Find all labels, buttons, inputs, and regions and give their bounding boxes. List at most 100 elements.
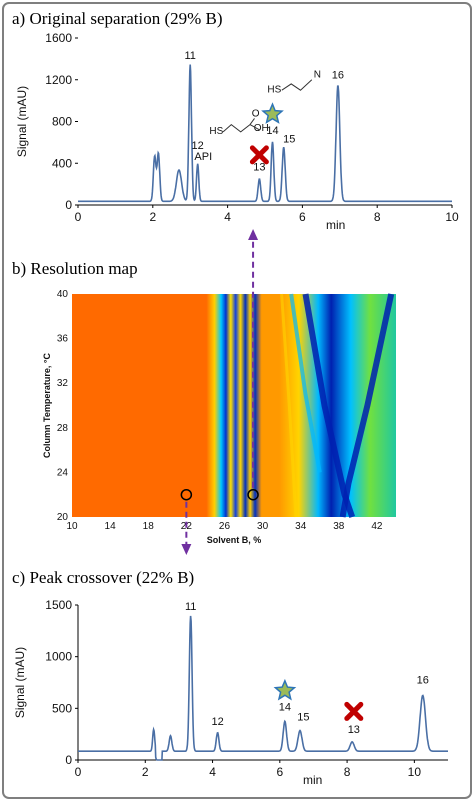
- panel-a-y-ticks: 0 400 800 1200 1600: [45, 31, 78, 212]
- y-tick-label: 24: [57, 467, 69, 478]
- peak-label: 12: [211, 716, 223, 728]
- resolution-band: [289, 293, 322, 473]
- peak-label: 11: [184, 50, 195, 62]
- resolution-band: [339, 293, 395, 518]
- structure-bond-chain: [281, 79, 313, 91]
- x-tick-label: 30: [257, 521, 269, 532]
- panel-b-points: [180, 488, 259, 501]
- peak-label: 13: [348, 724, 360, 736]
- y-tick-label: 32: [57, 378, 69, 389]
- panel-b-bands: [280, 293, 395, 518]
- x-tick-label: 6: [299, 210, 306, 224]
- x-tick-label: 6: [276, 765, 283, 779]
- panel-a-title: a) Original separation (29% B): [12, 9, 223, 28]
- panel-c-markers: [273, 678, 364, 721]
- x-tick-label: 10: [408, 765, 422, 779]
- panel-b-x-ticks: 101418222630343842: [66, 521, 383, 532]
- cross-stroke: [249, 145, 269, 165]
- y-tick-label: 1200: [45, 73, 72, 87]
- x-tick-label: 14: [105, 521, 117, 532]
- x-tick-label: 8: [374, 210, 381, 224]
- x-tick-label: 18: [143, 521, 155, 532]
- structure-atom-label: HS: [267, 84, 281, 95]
- panel-b-title: b) Resolution map: [12, 259, 138, 278]
- selected-condition-point: [247, 488, 259, 501]
- y-tick-label: 40: [57, 289, 69, 300]
- peak-label: 16: [417, 675, 429, 687]
- structure-atom-label: N: [314, 70, 321, 81]
- resolution-band: [302, 293, 356, 518]
- peak-label: 14: [266, 125, 278, 137]
- x-tick-label: 0: [75, 765, 82, 779]
- panel-c-title: c) Peak crossover (22% B): [12, 568, 194, 587]
- selected-condition-point: [180, 488, 193, 501]
- x-tick-label: 10: [66, 521, 78, 532]
- structure-bond-carbonyl: [249, 118, 255, 125]
- panel-b-x-label: Solvent B, %: [207, 535, 262, 545]
- y-tick-label: 800: [52, 115, 72, 129]
- structure-atom-label: O: [252, 108, 260, 119]
- panel-a-structures: HS O OH HS N: [209, 70, 321, 137]
- structure-atom-label: HS: [209, 126, 223, 137]
- x-tick-label: 4: [209, 765, 216, 779]
- x-tick-label: 10: [445, 210, 459, 224]
- panel-a-markers: [249, 102, 284, 165]
- star-marker: [261, 102, 284, 124]
- panel-c-chart: 0 500 1000 1500 0 2 4 6 8 10 11 12 14 15 13 16 Signal…: [13, 598, 448, 787]
- x-tick-label: 38: [333, 521, 345, 532]
- panel-c-y-ticks: 0 500 1000 1500: [45, 598, 78, 767]
- x-tick-label: 42: [371, 521, 383, 532]
- peak-label: 14: [279, 701, 291, 713]
- red-cross-marker: [249, 145, 269, 165]
- panel-b-y-ticks: 20 24 28 32 36 40: [57, 289, 69, 523]
- arrow-down-head: [181, 544, 192, 555]
- x-tick-label: 26: [219, 521, 231, 532]
- panel-c-trace: [78, 615, 448, 761]
- panel-a-trace: [78, 64, 452, 203]
- x-tick-label: 2: [142, 765, 149, 779]
- y-tick-label: 1500: [45, 598, 72, 612]
- panel-c-x-ticks: 0 2 4 6 8 10: [75, 760, 422, 779]
- panel-a-x-ticks: 0 2 4 6 8 10: [75, 205, 459, 224]
- x-tick-label: 2: [149, 210, 156, 224]
- star-marker: [273, 678, 297, 701]
- structure-bond-hydroxyl: [249, 124, 260, 131]
- panel-b-y-label: Column Temperature, °C: [42, 353, 52, 458]
- y-tick-label: 400: [52, 156, 72, 170]
- y-tick-label: 36: [57, 334, 69, 345]
- y-tick-label: 28: [57, 423, 69, 434]
- y-tick-label: 1000: [45, 650, 72, 664]
- peak-label: API: [194, 151, 212, 163]
- panel-c-y-label: Signal (mAU): [13, 647, 27, 718]
- y-tick-label: 0: [65, 198, 72, 212]
- y-tick-label: 1600: [45, 31, 72, 45]
- cross-stroke: [344, 701, 364, 721]
- x-tick-label: 8: [344, 765, 351, 779]
- x-tick-label: 34: [295, 521, 307, 532]
- panel-a-y-label: Signal (mAU): [15, 86, 29, 157]
- peak-label: 13: [253, 162, 265, 174]
- peak-label: 12: [192, 140, 204, 152]
- panel-a-x-label: min: [326, 218, 345, 232]
- red-cross-marker: [344, 701, 364, 721]
- peak-label: 15: [297, 712, 309, 724]
- x-tick-label: 4: [224, 210, 231, 224]
- panel-c-peak-labels: 11 12 14 15 13 16: [185, 601, 429, 736]
- structure-bond-chain: [222, 123, 251, 133]
- arrow-up-head: [248, 229, 259, 240]
- y-tick-label: 20: [57, 512, 69, 523]
- x-tick-label: 0: [75, 210, 82, 224]
- peak-label: 11: [185, 601, 196, 613]
- y-tick-label: 0: [65, 753, 72, 767]
- peak-label: 16: [332, 70, 344, 82]
- y-tick-label: 500: [52, 701, 72, 715]
- resolution-band: [280, 293, 298, 518]
- panel-c-x-label: min: [303, 773, 322, 787]
- structure-atom-label: OH: [254, 123, 269, 134]
